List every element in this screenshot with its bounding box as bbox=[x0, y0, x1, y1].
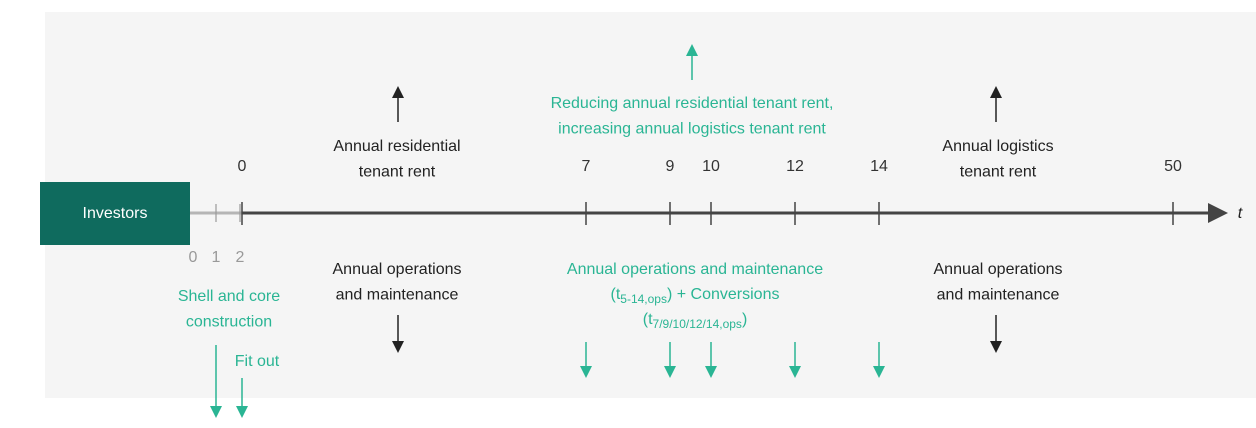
subscript: 7/9/10/12/14,ops bbox=[653, 317, 742, 331]
arrows bbox=[210, 44, 1002, 418]
annotation-line: tenant rent bbox=[960, 164, 1037, 181]
annotation-line: Annual operations bbox=[934, 261, 1063, 278]
annotation-line: (t7/9/10/12/14,ops) bbox=[643, 311, 748, 331]
text: (t bbox=[611, 286, 621, 303]
annotation-line: Shell and core bbox=[178, 288, 280, 305]
text: ) bbox=[742, 311, 747, 328]
tick-label: 10 bbox=[702, 158, 720, 175]
text: ) + Conversions bbox=[667, 286, 780, 303]
annotation-line: Annual logistics bbox=[942, 138, 1053, 155]
tick-label: 1 bbox=[212, 249, 221, 266]
tick-label: 0 bbox=[189, 249, 198, 266]
annotation-line: Fit out bbox=[235, 353, 280, 370]
annotation-line: construction bbox=[186, 314, 272, 331]
annotation-line: Annual operations and maintenance bbox=[567, 261, 823, 278]
investors-box bbox=[40, 182, 190, 245]
tick-label: 14 bbox=[870, 158, 888, 175]
panel bbox=[45, 12, 1256, 398]
tick-label: 0 bbox=[238, 158, 247, 175]
axis-label: t bbox=[1238, 205, 1243, 222]
annotation-line: increasing annual logistics tenant rent bbox=[558, 121, 826, 138]
annotation-line: Annual operations bbox=[333, 261, 462, 278]
investors-label: Investors bbox=[83, 205, 148, 222]
subscript: 5-14,ops bbox=[620, 292, 667, 306]
annotation-line: Annual residential bbox=[333, 138, 460, 155]
tick-label: 12 bbox=[786, 158, 804, 175]
tick-label: 7 bbox=[582, 158, 591, 175]
timeline-arrowhead bbox=[1208, 203, 1228, 223]
tick-label: 50 bbox=[1164, 158, 1182, 175]
annotation-line: and maintenance bbox=[937, 287, 1060, 304]
tick-label: 2 bbox=[236, 249, 245, 266]
annotation-line: (t5-14,ops) + Conversions bbox=[611, 286, 780, 306]
annotation-line: tenant rent bbox=[359, 164, 436, 181]
text: (t bbox=[643, 311, 653, 328]
tick-label: 9 bbox=[666, 158, 675, 175]
annotation-line: Reducing annual residential tenant rent, bbox=[551, 95, 834, 112]
annotation-line: and maintenance bbox=[336, 287, 459, 304]
